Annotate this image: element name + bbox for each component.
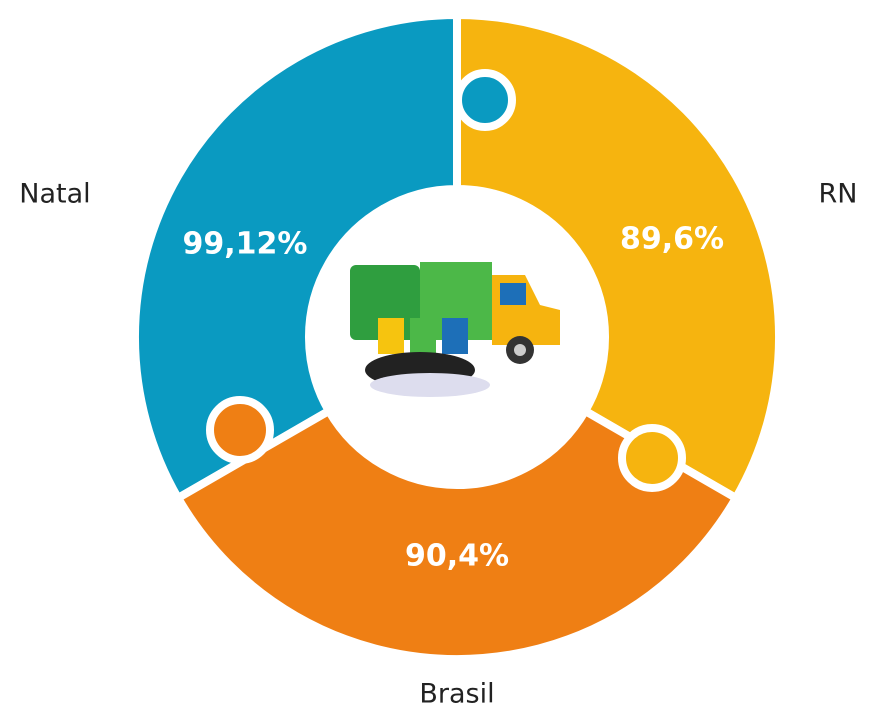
segment-value: 89,6% (620, 222, 724, 257)
segment-name: Brasil (419, 679, 494, 710)
segment-brasil (172, 405, 742, 664)
segment-value: 90,4% (405, 539, 509, 574)
segment-name: Natal (19, 179, 90, 210)
truck-icon (350, 262, 560, 397)
segment-natal (131, 10, 461, 504)
segment-name: RN (819, 179, 858, 210)
puzzle-knob (618, 424, 686, 492)
puzzle-knob (206, 396, 274, 464)
segment-value: 99,12% (183, 227, 308, 262)
donut (131, 10, 783, 664)
seam (453, 72, 461, 128)
puzzle-knob (454, 69, 516, 131)
segment-rn (453, 10, 783, 504)
